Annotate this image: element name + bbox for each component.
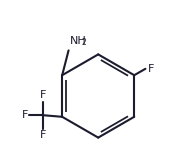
Text: NH: NH: [70, 36, 87, 46]
Text: 2: 2: [82, 38, 86, 47]
Text: F: F: [40, 130, 46, 140]
Text: F: F: [21, 110, 28, 120]
Text: F: F: [148, 64, 154, 74]
Text: F: F: [40, 90, 46, 100]
